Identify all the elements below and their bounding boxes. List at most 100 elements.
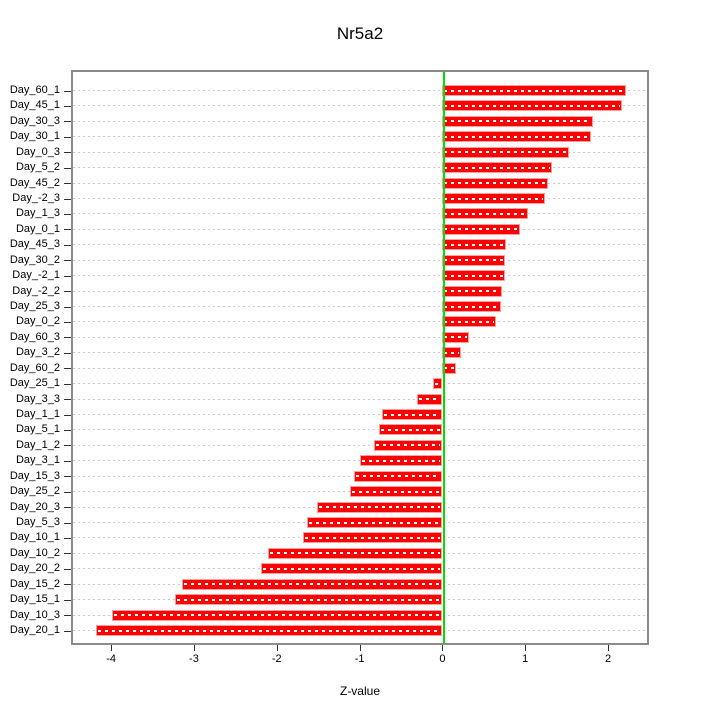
y-tick-label: Day_60_1 [9, 84, 60, 96]
y-tick-label: Day_20_3 [9, 500, 60, 513]
bar-Day_-2_3 [442, 193, 546, 204]
x-tick-mark [525, 645, 527, 651]
bar-Day_0_2 [442, 316, 497, 328]
y-tick-mark [64, 167, 71, 169]
bar-Day_30_1 [442, 131, 592, 143]
bar-Day_-2_1 [442, 270, 505, 282]
bar-Day_-2_2 [442, 285, 503, 297]
y-tick-mark [64, 568, 71, 570]
y-tick-label: Day_30_2 [9, 253, 60, 266]
y-tick-label: Day_20_1 [9, 624, 60, 636]
bar-inner-dash [444, 151, 568, 154]
x-tick-label: 0 [439, 653, 446, 665]
bar-Day_45_3 [442, 239, 507, 251]
y-tick-mark [64, 460, 71, 462]
bar-inner-dash [444, 336, 467, 339]
bar-inner-dash [435, 382, 441, 385]
bar-Day_60_1 [442, 85, 627, 96]
gridline [73, 198, 647, 199]
x-tick-label: -2 [271, 653, 282, 665]
bar-Day_30_3 [442, 115, 594, 127]
x-tick-mark [111, 645, 113, 651]
y-tick-mark [64, 399, 71, 401]
bar-inner-dash [444, 212, 526, 215]
y-tick-label: Day_0_1 [15, 222, 60, 235]
gridline [73, 90, 647, 91]
y-tick-label: Day_45_3 [9, 238, 60, 251]
y-tick-mark [64, 198, 71, 200]
bar-Day_25_2 [349, 486, 443, 498]
gridline [73, 259, 647, 261]
bar-inner-dash [176, 598, 441, 601]
y-tick-mark [64, 291, 71, 293]
bar-Day_20_2 [261, 563, 443, 575]
x-tick-mark [193, 645, 195, 651]
bar-Day_60_3 [442, 331, 469, 343]
y-tick-mark [64, 275, 71, 277]
y-tick-mark [64, 507, 71, 509]
bar-inner-dash [351, 490, 441, 493]
bar-inner-dash [184, 583, 441, 586]
y-tick-mark [64, 445, 71, 447]
gridline [73, 244, 647, 246]
y-tick-label: Day_3_1 [15, 454, 60, 467]
y-tick-mark [64, 352, 71, 354]
gridline [73, 290, 647, 292]
bar-inner-dash [444, 305, 500, 308]
bar-Day_45_2 [442, 177, 548, 189]
y-tick-label: Day_3_2 [15, 346, 60, 359]
y-tick-mark [64, 306, 71, 308]
gridline [73, 105, 647, 107]
gridline [73, 414, 647, 415]
y-tick-mark [64, 121, 71, 123]
gridline [73, 120, 647, 122]
y-tick-label: Day_10_1 [9, 531, 60, 544]
bar-inner-dash [98, 629, 441, 632]
y-tick-label: Day_60_3 [9, 330, 60, 343]
gridline [73, 444, 647, 446]
bar-Day_0_1 [442, 223, 521, 235]
y-tick-label: Day_20_2 [9, 562, 60, 575]
bar-Day_15_2 [182, 578, 443, 590]
bar-Day_20_1 [96, 625, 443, 636]
bar-Day_3_2 [442, 347, 461, 359]
bar-inner-dash [269, 552, 441, 555]
gridline [73, 306, 647, 307]
y-tick-label: Day_1_1 [15, 408, 60, 420]
bar-inner-dash [444, 274, 503, 277]
y-tick-label: Day_3_3 [15, 392, 60, 405]
y-tick-mark [64, 615, 71, 617]
y-tick-label: Day_5_2 [15, 161, 60, 174]
y-tick-mark [64, 383, 71, 385]
y-tick-mark [64, 213, 71, 215]
y-tick-label: Day_0_3 [15, 145, 60, 158]
y-tick-mark [64, 599, 71, 601]
y-tick-label: Day_30_3 [9, 114, 60, 127]
bar-inner-dash [444, 120, 592, 123]
bar-Day_3_1 [359, 455, 443, 467]
bar-Day_1_3 [442, 208, 528, 220]
bar-Day_25_1 [433, 378, 443, 390]
y-tick-mark [64, 152, 71, 154]
bar-inner-dash [444, 351, 459, 354]
bar-inner-dash [444, 182, 546, 185]
y-tick-label: Day_5_3 [15, 516, 60, 528]
y-tick-label: Day_15_2 [9, 577, 60, 590]
bar-Day_1_1 [381, 409, 443, 420]
bar-inner-dash [113, 614, 441, 617]
bar-inner-dash [418, 398, 441, 401]
y-tick-mark [64, 584, 71, 586]
bar-inner-dash [305, 536, 441, 539]
bar-inner-dash [444, 197, 544, 200]
x-tick-mark [608, 645, 610, 651]
bar-inner-dash [444, 104, 621, 107]
bar-Day_5_2 [442, 162, 552, 174]
gridline [73, 228, 647, 230]
bar-Day_5_1 [379, 424, 443, 436]
bar-Day_20_3 [317, 501, 443, 513]
bar-Day_45_1 [442, 100, 623, 112]
gridline [73, 398, 647, 400]
gridline [73, 182, 647, 184]
y-tick-mark [64, 368, 71, 370]
